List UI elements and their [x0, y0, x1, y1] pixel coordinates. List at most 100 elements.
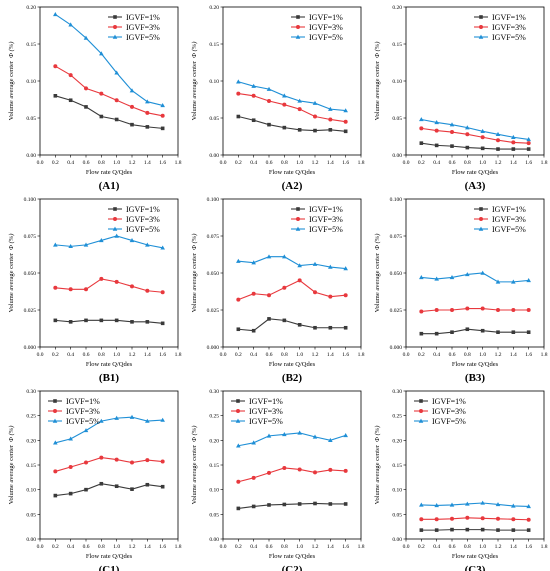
legend-label: IGVF=1% — [126, 13, 160, 22]
x-tick-label: 1.6 — [159, 352, 166, 358]
data-point — [114, 318, 119, 323]
data-point — [251, 440, 256, 445]
y-axis-title-text: Volume average center — [8, 60, 15, 120]
x-tick-label: 0.6 — [83, 160, 90, 166]
x-tick-label: 0.4 — [67, 544, 74, 550]
x-tick-label: 1.4 — [144, 544, 151, 550]
series-line — [238, 93, 346, 123]
chart-panel-b3: 0.0 0.2 0.4 0.6 0.8 1.0 1.2 1.4 1.6 1.8 0.000 0.025… — [374, 197, 548, 384]
x-tick-label: 1.0 — [479, 352, 486, 358]
legend-label: IGVF=5% — [126, 33, 160, 42]
data-point — [419, 517, 424, 522]
panel-label: (A1) — [99, 180, 120, 192]
y-tick-label: 0.00 — [209, 153, 219, 159]
y-tick-label: 0.15 — [209, 463, 219, 469]
y-tick-label: 0.20 — [26, 5, 36, 11]
data-point — [99, 276, 104, 281]
data-point — [526, 517, 531, 522]
data-point — [236, 258, 241, 263]
data-point — [511, 134, 516, 139]
data-point — [450, 330, 454, 334]
data-point — [114, 233, 119, 238]
x-axis-title: Flow rate Q/Qdes — [269, 169, 316, 176]
data-point — [53, 64, 58, 69]
x-tick-label: 0.6 — [449, 352, 456, 358]
x-tick-label: 1.4 — [144, 352, 151, 358]
legend-label: IGVF=3% — [126, 23, 160, 32]
legend-entry: IGVF=1% — [291, 13, 343, 22]
y-tick-label: 0.025 — [390, 308, 403, 314]
data-point — [312, 100, 318, 105]
legend-marker — [419, 399, 423, 403]
series-igvf5 — [53, 12, 165, 108]
series-line — [238, 318, 346, 332]
y-tick-label: 0.10 — [26, 79, 36, 85]
x-tick-label: 1.4 — [327, 352, 334, 358]
series-line — [238, 115, 346, 132]
data-point — [343, 502, 348, 506]
data-point — [53, 493, 58, 498]
data-point — [145, 418, 150, 423]
data-point — [434, 528, 439, 532]
x-tick-label: 0.8 — [464, 160, 471, 166]
x-tick-label: 1.6 — [525, 544, 532, 550]
data-point — [526, 528, 531, 532]
data-point — [449, 275, 455, 280]
chart-panel-c3: 0.0 0.2 0.4 0.6 0.8 1.0 1.2 1.4 1.6 1.8 0.00 0.05 0.… — [374, 389, 548, 571]
data-point — [495, 502, 501, 507]
data-point — [84, 487, 88, 492]
x-tick-label: 0.0 — [37, 544, 44, 550]
data-point — [251, 260, 256, 265]
y-axis-title-text: Volume average center — [8, 252, 15, 312]
data-point — [343, 293, 348, 298]
data-point — [328, 437, 333, 443]
data-point — [297, 323, 302, 327]
legend-entry: IGVF=3% — [108, 23, 160, 32]
x-tick-label: 0.0 — [220, 160, 227, 166]
series-igvf5 — [236, 79, 348, 113]
legend-label: IGVF=5% — [492, 33, 526, 42]
data-point — [511, 279, 516, 284]
data-point — [511, 140, 516, 145]
legend-marker — [112, 34, 118, 39]
data-point — [343, 468, 348, 473]
x-tick-label: 0.4 — [250, 544, 257, 550]
data-point — [496, 330, 500, 334]
data-point — [53, 12, 58, 17]
series-line — [55, 278, 163, 293]
legend-entry: IGVF=5% — [291, 33, 343, 42]
series-igvf3 — [419, 126, 531, 146]
y-axis-title: Volume average center Φ (%) — [8, 426, 15, 505]
data-point — [312, 434, 318, 439]
legend-marker — [53, 409, 57, 413]
x-tick-label: 0.6 — [266, 352, 273, 358]
y-tick-label: 0.05 — [209, 512, 219, 518]
y-tick-label: 0.000 — [24, 345, 37, 351]
legend-marker — [296, 207, 300, 211]
data-point — [297, 98, 302, 103]
y-tick-label: 0.30 — [209, 389, 219, 395]
x-tick-label: 0.2 — [235, 544, 242, 550]
series-igvf1 — [236, 317, 348, 333]
y-tick-label: 0.25 — [392, 414, 402, 420]
x-tick-label: 1.6 — [159, 160, 166, 166]
x-tick-label: 1.2 — [129, 544, 136, 550]
series-igvf1 — [53, 94, 165, 131]
data-point — [312, 261, 318, 266]
data-point — [526, 278, 531, 283]
x-tick-label: 1.6 — [159, 544, 166, 550]
y-axis-title: Volume average center Φ (%) — [374, 426, 381, 505]
data-point — [434, 143, 439, 148]
x-tick-label: 1.0 — [296, 160, 303, 166]
data-point — [160, 484, 165, 489]
x-axis-title: Flow rate Q/Qdes — [452, 361, 499, 368]
x-tick-label: 1.2 — [129, 160, 136, 166]
data-point — [419, 275, 424, 280]
y-axis-title-text: Volume average center — [374, 60, 381, 120]
data-point — [526, 504, 531, 509]
data-point — [434, 517, 439, 522]
data-point — [511, 503, 516, 508]
data-point — [434, 331, 439, 336]
data-point — [236, 506, 241, 511]
